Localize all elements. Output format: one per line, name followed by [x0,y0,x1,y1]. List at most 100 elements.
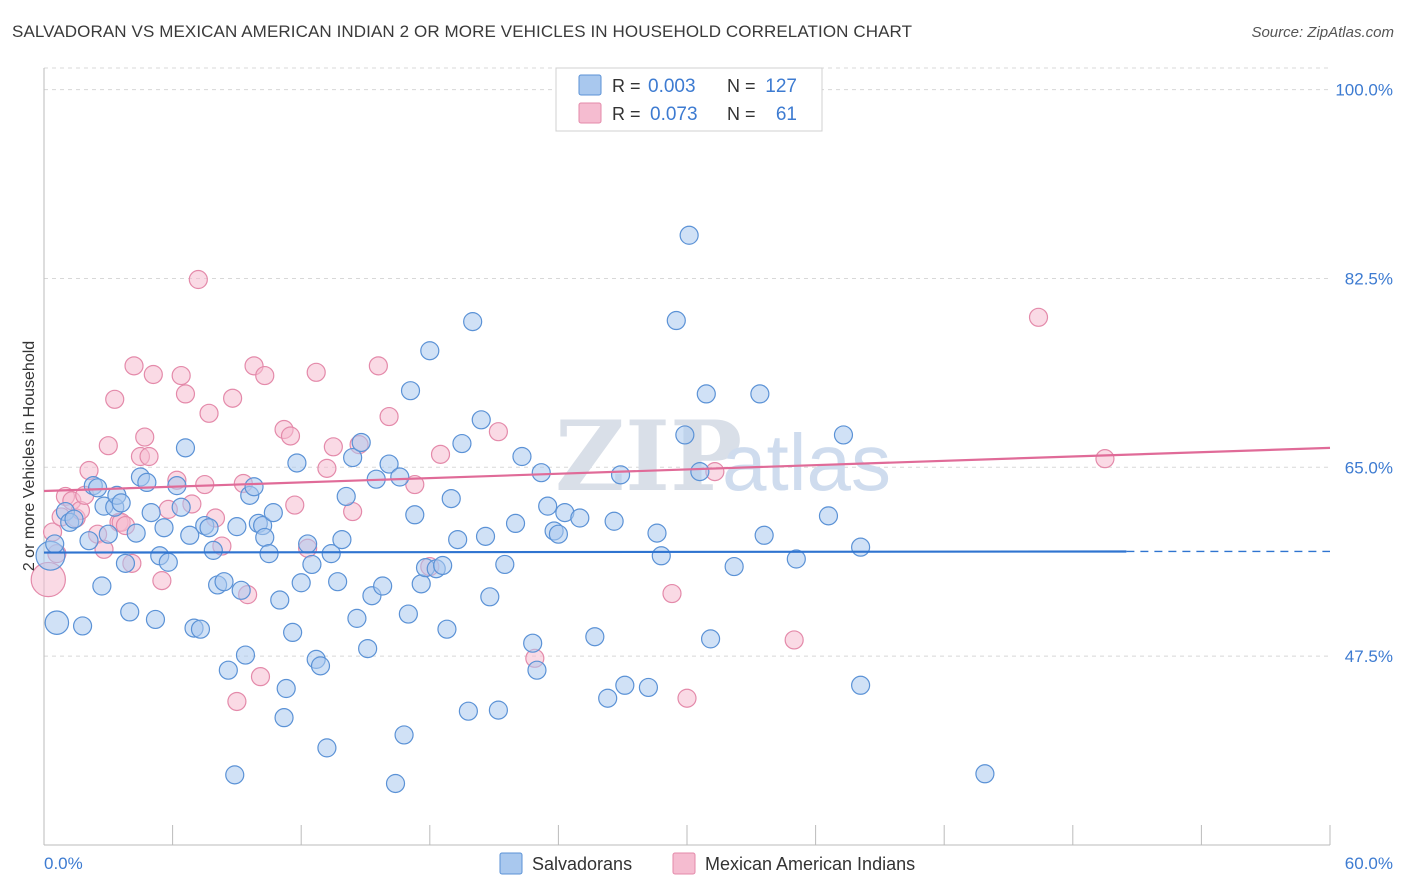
x-tick-min: 0.0% [44,854,83,873]
legend-r-value-2: 0.073 [650,104,698,125]
series-blue-points [35,225,995,794]
blue-point [231,580,251,600]
blue-point [679,225,699,245]
blue-point [141,503,161,523]
pink-point [199,403,219,423]
blue-point [263,503,283,523]
blue-point [523,633,543,653]
blue-point [700,629,721,649]
pink-point [784,630,804,650]
blue-point [218,660,238,680]
blue-point [750,384,770,404]
blue-point [235,645,256,665]
blue-point [126,523,146,543]
legend-n-value-2: 61 [776,104,797,125]
blue-point [347,608,367,628]
blue-point [98,524,118,544]
pink-point [105,389,125,409]
y-tick-label: 47.5% [1345,647,1393,666]
blue-point [604,511,624,531]
blue-point [448,529,468,550]
blue-point [180,525,200,545]
blue-point [495,554,515,575]
gridlines [44,67,1330,657]
blue-point [321,544,341,564]
blue-point [666,310,686,331]
blue-point [433,555,453,576]
blue-point [259,544,279,564]
blue-point [203,540,223,560]
pink-point [223,388,243,408]
blue-point [120,602,140,622]
legend-swatch-blue [578,74,602,96]
blue-point [225,765,245,785]
y-tick-label: 82.5% [1345,269,1393,288]
blue-point [343,447,363,468]
legend-r-label-1: R = [612,76,641,96]
blue-point [171,497,191,517]
blue-point [358,638,378,659]
blue-point [690,462,710,482]
blue-point [44,610,70,635]
blue-point [531,463,551,483]
blue-point [302,554,322,575]
blue-point [505,513,526,534]
blue-point [585,627,605,647]
blue-point [283,622,303,643]
blue-point [420,341,440,361]
blue-point [452,433,472,454]
blue-point [276,678,296,699]
blue-point [64,509,84,529]
pink-point [175,384,196,404]
blue-point [158,552,178,572]
blue-point [145,609,166,630]
blue-point [394,725,414,745]
y-tick-label: 65.0% [1345,458,1393,477]
pink-point [379,406,399,427]
blue-point [332,529,352,550]
blue-point [598,688,618,708]
blue-point [548,524,569,544]
pink-point [317,458,337,478]
pink-point [488,422,508,442]
blue-point [72,616,93,636]
blue-point [437,619,457,639]
blue-point [310,656,331,676]
pink-point [135,427,155,447]
pink-point [662,583,682,604]
legend-n-label-1: N = [727,76,756,96]
blue-point [190,619,211,639]
blue-point [480,587,500,607]
bottom-legend-label-1: Salvadorans [532,854,632,874]
pink-point [152,571,172,591]
correlation-legend: R = 0.003 N = 127 R = 0.073 N = 61 [555,67,823,132]
blue-point [400,381,421,401]
pink-point [430,444,451,464]
pink-point [171,365,191,386]
legend-n-value-1: 127 [765,76,797,97]
y-axis-label: 2 or more Vehicles in Household [21,341,38,571]
blue-point [675,425,695,445]
y-tick-labels: 47.5% 65.0% 82.5% 100.0% [1335,81,1393,667]
pink-point [677,688,697,708]
pink-point [306,362,326,382]
legend-r-value-1: 0.003 [648,76,696,97]
blue-point [270,590,290,610]
blue-point [287,453,307,473]
blue-point [975,764,995,784]
blue-point [336,486,356,507]
pink-point [250,667,271,687]
blue-point [833,425,854,445]
pink-point [188,269,208,290]
blue-point [390,467,410,487]
blue-point [458,701,478,721]
blue-point [87,478,108,498]
blue-point [651,546,671,566]
blue-point [199,518,219,538]
x-tick-max: 60.0% [1345,854,1393,873]
blue-point [373,576,393,596]
pink-point [124,356,144,376]
chart-title: SALVADORAN VS MEXICAN AMERICAN INDIAN 2 … [12,22,913,41]
blue-point [255,527,275,548]
